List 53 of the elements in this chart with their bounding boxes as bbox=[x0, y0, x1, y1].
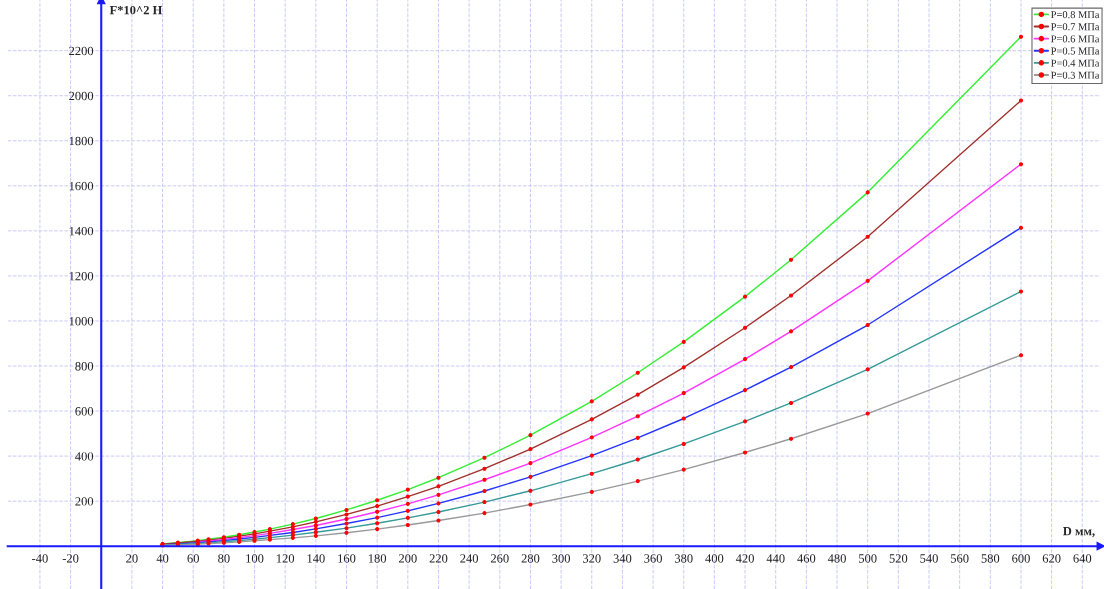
x-tick-label: 280 bbox=[521, 554, 540, 563]
x-tick-label: 120 bbox=[276, 554, 295, 563]
y-tick-label: 600 bbox=[75, 407, 94, 416]
x-tick-label: 580 bbox=[981, 554, 1000, 563]
legend-label: P=0.5 МПа bbox=[1051, 47, 1100, 55]
x-tick-label: 400 bbox=[705, 554, 724, 563]
x-tick-label: 440 bbox=[766, 554, 785, 563]
x-tick-label: 220 bbox=[429, 554, 448, 563]
x-tick-label: 420 bbox=[735, 554, 754, 563]
x-tick-label: 340 bbox=[613, 554, 632, 563]
x-tick-label: 320 bbox=[582, 554, 601, 563]
x-tick-label: 260 bbox=[490, 554, 509, 563]
x-tick-label: 380 bbox=[674, 554, 693, 563]
x-tick-label: 620 bbox=[1042, 554, 1061, 563]
x-tick-label: -40 bbox=[32, 554, 48, 563]
x-tick-label: 500 bbox=[859, 554, 877, 563]
x-tick-label: 360 bbox=[644, 554, 662, 563]
y-tick-label: 1400 bbox=[69, 226, 94, 236]
x-tick-label: 40 bbox=[156, 554, 169, 563]
y-axis-title: F*10^2 H bbox=[109, 5, 163, 15]
x-tick-label: 180 bbox=[368, 554, 387, 563]
legend-label: P=0.7 МПа bbox=[1051, 23, 1100, 31]
x-tick-label: 640 bbox=[1073, 554, 1092, 563]
legend-label: P=0.3 МПа bbox=[1051, 71, 1100, 79]
y-tick-label: 1200 bbox=[69, 271, 94, 281]
y-tick-label: 1800 bbox=[69, 136, 94, 146]
y-tick-label: 2200 bbox=[69, 46, 94, 56]
x-tick-label: -20 bbox=[62, 554, 79, 563]
y-tick-label: 1000 bbox=[69, 316, 94, 326]
x-tick-label: 140 bbox=[307, 554, 325, 563]
x-tick-label: 540 bbox=[920, 554, 938, 563]
y-tick-label: 2000 bbox=[69, 91, 94, 101]
legend-label: P=0.6 МПа bbox=[1051, 35, 1100, 43]
legend-label: P=0.8 МПа bbox=[1051, 11, 1100, 19]
y-tick-label: 1600 bbox=[69, 181, 94, 191]
x-tick-label: 60 bbox=[187, 554, 199, 563]
x-tick-label: 20 bbox=[126, 554, 138, 563]
x-tick-label: 460 bbox=[797, 554, 816, 563]
x-tick-label: 160 bbox=[338, 554, 356, 563]
legend-label: P=0.4 МПа bbox=[1051, 59, 1100, 67]
x-tick-label: 240 bbox=[460, 554, 479, 563]
x-tick-label: 200 bbox=[398, 554, 417, 563]
x-tick-label: 80 bbox=[218, 554, 230, 563]
x-tick-label: 600 bbox=[1012, 554, 1030, 563]
x-axis-title: D мм, bbox=[1063, 527, 1095, 538]
x-tick-label: 520 bbox=[889, 554, 908, 563]
y-tick-label: 400 bbox=[75, 452, 94, 461]
x-tick-label: 480 bbox=[827, 554, 846, 563]
y-tick-label: 200 bbox=[75, 497, 94, 506]
y-tick-label: 800 bbox=[75, 362, 94, 371]
x-tick-label: 100 bbox=[246, 554, 264, 563]
x-tick-label: 300 bbox=[552, 554, 570, 563]
x-tick-label: 560 bbox=[951, 554, 969, 563]
